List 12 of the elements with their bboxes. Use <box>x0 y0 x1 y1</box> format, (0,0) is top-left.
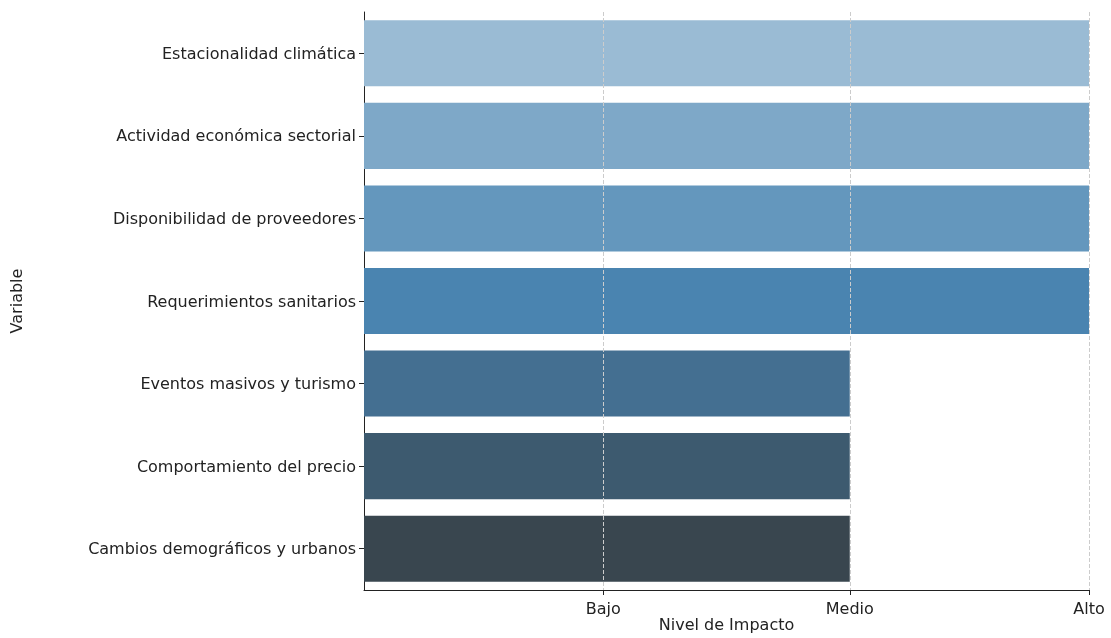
y-tick-label: Disponibilidad de proveedores <box>112 208 356 228</box>
y-axis-title: Variable <box>6 268 26 334</box>
y-tick-label: Requerimientos sanitarios <box>147 291 356 311</box>
ref-line-label: Bajo <box>585 598 621 618</box>
x-axis-title: Nivel de Impacto <box>658 614 795 634</box>
y-tick-label: Comportamiento del precio <box>136 456 356 476</box>
y-tick-label: Eventos masivos y turismo <box>140 374 356 394</box>
y-tick-label: Cambios demográficos y urbanos <box>88 539 356 559</box>
ref-line-label: Medio <box>825 598 874 618</box>
y-tick-label: Estacionalidad climática <box>162 43 356 63</box>
y-tick-label: Actividad económica sectorial <box>116 126 356 146</box>
ref-line-label: Alto <box>1073 598 1105 618</box>
